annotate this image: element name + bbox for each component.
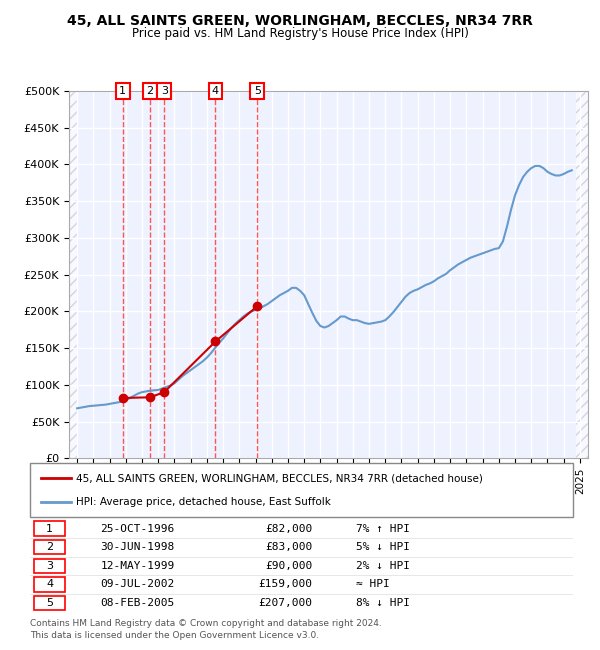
Text: 09-JUL-2002: 09-JUL-2002	[101, 579, 175, 590]
FancyBboxPatch shape	[34, 540, 65, 554]
Text: This data is licensed under the Open Government Licence v3.0.: This data is licensed under the Open Gov…	[30, 630, 319, 640]
Text: 4: 4	[46, 579, 53, 590]
Text: £82,000: £82,000	[265, 524, 313, 534]
Text: 3: 3	[161, 86, 168, 96]
FancyBboxPatch shape	[34, 577, 65, 592]
Text: HPI: Average price, detached house, East Suffolk: HPI: Average price, detached house, East…	[76, 497, 331, 507]
Text: 2: 2	[46, 542, 53, 552]
Bar	[69, 91, 77, 458]
Text: £83,000: £83,000	[265, 542, 313, 552]
Text: 5% ↓ HPI: 5% ↓ HPI	[356, 542, 410, 552]
Text: 8% ↓ HPI: 8% ↓ HPI	[356, 598, 410, 608]
Text: 7% ↑ HPI: 7% ↑ HPI	[356, 524, 410, 534]
Text: 3: 3	[46, 561, 53, 571]
Text: 45, ALL SAINTS GREEN, WORLINGHAM, BECCLES, NR34 7RR (detached house): 45, ALL SAINTS GREEN, WORLINGHAM, BECCLE…	[76, 473, 483, 484]
Text: ≈ HPI: ≈ HPI	[356, 579, 389, 590]
Text: £159,000: £159,000	[259, 579, 313, 590]
Text: 5: 5	[254, 86, 261, 96]
FancyBboxPatch shape	[34, 521, 65, 536]
Text: Price paid vs. HM Land Registry's House Price Index (HPI): Price paid vs. HM Land Registry's House …	[131, 27, 469, 40]
Text: 30-JUN-1998: 30-JUN-1998	[101, 542, 175, 552]
Text: 1: 1	[46, 524, 53, 534]
Text: £90,000: £90,000	[265, 561, 313, 571]
Text: 2: 2	[146, 86, 154, 96]
Text: 4: 4	[212, 86, 219, 96]
Text: 2% ↓ HPI: 2% ↓ HPI	[356, 561, 410, 571]
Text: Contains HM Land Registry data © Crown copyright and database right 2024.: Contains HM Land Registry data © Crown c…	[30, 619, 382, 628]
Text: 12-MAY-1999: 12-MAY-1999	[101, 561, 175, 571]
Text: 5: 5	[46, 598, 53, 608]
FancyBboxPatch shape	[34, 558, 65, 573]
Text: 08-FEB-2005: 08-FEB-2005	[101, 598, 175, 608]
Text: £207,000: £207,000	[259, 598, 313, 608]
FancyBboxPatch shape	[34, 596, 65, 610]
Text: 1: 1	[119, 86, 126, 96]
FancyBboxPatch shape	[30, 463, 573, 517]
Bar	[576, 91, 588, 458]
Text: 45, ALL SAINTS GREEN, WORLINGHAM, BECCLES, NR34 7RR: 45, ALL SAINTS GREEN, WORLINGHAM, BECCLE…	[67, 14, 533, 29]
Text: 25-OCT-1996: 25-OCT-1996	[101, 524, 175, 534]
